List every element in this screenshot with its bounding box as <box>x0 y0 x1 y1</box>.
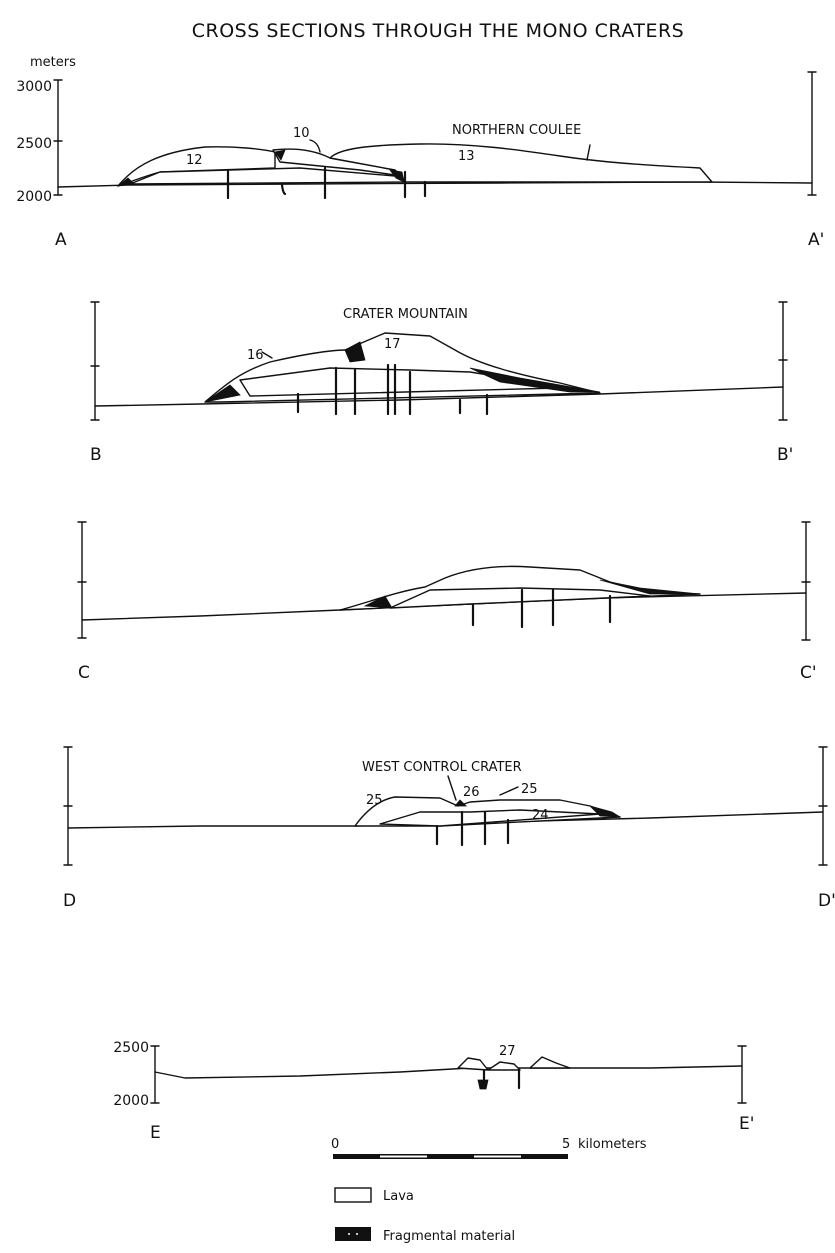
conduits-b <box>296 363 489 416</box>
scale-unit-label: kilometers <box>578 1137 647 1152</box>
scale-bar: 0 5 kilometers <box>331 1137 647 1159</box>
left-scale-bar-b <box>90 301 100 421</box>
right-scale-bar-e <box>737 1045 747 1104</box>
fragmental-d <box>454 799 622 818</box>
flow-label-10: 10 <box>293 126 310 141</box>
scale-start-label: 0 <box>331 1137 339 1152</box>
legend-swatch-dot <box>356 1233 358 1235</box>
flow-label-13: 13 <box>458 149 475 164</box>
section-a: meters 3000 2500 2000 12 10 13 NORTHERN … <box>16 55 824 250</box>
northern-coulee-label: NORTHERN COULEE <box>452 123 581 138</box>
fragmental-e <box>477 1079 489 1090</box>
leader-line-16 <box>261 351 273 359</box>
tick-2000-e: 2000 <box>113 1093 149 1109</box>
flow-label-16: 16 <box>247 348 264 363</box>
section-b: CRATER MOUNTAIN 16 17 B B' <box>90 301 793 465</box>
lava-flow-10 <box>272 148 403 177</box>
legend-swatch-lava <box>334 1187 372 1203</box>
flow-label-24: 24 <box>532 808 549 823</box>
scale-bar-segment <box>380 1155 427 1158</box>
scale-bar-segment <box>474 1155 521 1158</box>
figure-title: CROSS SECTIONS THROUGH THE MONO CRATERS <box>192 20 685 42</box>
flow-label-12: 12 <box>186 153 203 168</box>
crater-mountain-label: CRATER MOUNTAIN <box>343 307 468 322</box>
leader-lines-a <box>309 139 591 161</box>
flow-label-25-west: 25 <box>366 793 383 808</box>
right-scale-bar-d <box>818 746 828 866</box>
section-end-b: B' <box>777 445 793 465</box>
section-end-c: C' <box>800 663 817 683</box>
flow-label-25-east: 25 <box>521 782 538 797</box>
conduits-d <box>435 810 510 847</box>
section-start-c: C <box>78 663 90 683</box>
fragmental-b <box>204 341 601 403</box>
west-control-crater-label: WEST CONTROL CRATER <box>362 760 522 775</box>
fragmental-c <box>363 579 701 609</box>
lava-flow-c-inner <box>389 587 651 609</box>
tick-2000: 2000 <box>16 189 52 205</box>
legend: Lava Fragmental material <box>334 1187 515 1244</box>
legend-label-fragmental: Fragmental material <box>383 1229 515 1244</box>
lava-flow-12 <box>117 146 276 187</box>
right-scale-bar-c <box>801 521 811 641</box>
leader-lines-d <box>447 775 519 801</box>
left-scale-bar <box>53 79 63 196</box>
section-start-a: A <box>55 230 67 250</box>
conduits-c <box>471 588 612 629</box>
section-end-d: D' <box>818 891 835 911</box>
section-end-e: E' <box>739 1114 754 1134</box>
lava-flow-13 <box>329 143 713 183</box>
section-start-e: E <box>150 1123 161 1143</box>
left-scale-bar-c <box>77 521 87 639</box>
legend-label-lava: Lava <box>383 1189 414 1204</box>
legend-swatch-dot <box>348 1233 350 1235</box>
right-scale-bar <box>807 71 817 196</box>
section-start-d: D <box>63 891 76 911</box>
scale-end-label: 5 <box>562 1137 570 1152</box>
flow-label-17: 17 <box>384 337 401 352</box>
section-c: C C' <box>77 521 817 683</box>
flow-label-26: 26 <box>463 785 480 800</box>
lava-flow-24 <box>379 809 601 827</box>
left-scale-bar-d <box>63 746 73 866</box>
right-scale-bar-b <box>778 301 788 421</box>
section-end-a: A' <box>808 230 824 250</box>
legend-swatch-fragmental <box>335 1227 371 1241</box>
ground-line-b <box>94 386 784 407</box>
scale-bar-outline <box>333 1154 568 1159</box>
lava-e <box>457 1056 571 1071</box>
flow-label-27: 27 <box>499 1044 516 1059</box>
tick-2500-e: 2500 <box>113 1040 149 1056</box>
left-scale-bar-e <box>150 1045 160 1104</box>
units-label: meters <box>30 55 76 70</box>
tick-3000: 3000 <box>16 79 52 95</box>
tick-2500: 2500 <box>16 136 52 152</box>
section-e: 2500 2000 27 E E' <box>113 1040 754 1143</box>
conduits-e <box>482 1068 521 1090</box>
section-d: WEST CONTROL CRATER 25 26 25 24 D D' <box>63 746 835 911</box>
conduits-a <box>226 166 427 200</box>
section-start-b: B <box>90 445 102 465</box>
ground-line-e <box>154 1065 743 1079</box>
